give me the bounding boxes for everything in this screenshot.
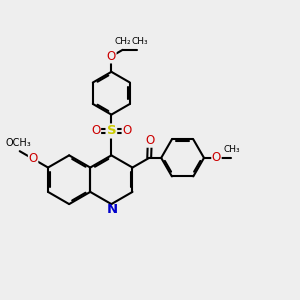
- Text: OCH₃: OCH₃: [5, 138, 31, 148]
- Text: O: O: [145, 134, 154, 147]
- Text: O: O: [91, 124, 101, 137]
- Text: CH₃: CH₃: [132, 37, 148, 46]
- Text: O: O: [107, 50, 116, 63]
- Text: O: O: [212, 152, 221, 164]
- Text: O: O: [28, 152, 38, 165]
- Text: CH₃: CH₃: [224, 145, 241, 154]
- Text: O: O: [122, 124, 131, 137]
- Text: S: S: [106, 124, 116, 137]
- Text: N: N: [106, 202, 118, 216]
- Text: CH₂: CH₂: [114, 37, 131, 46]
